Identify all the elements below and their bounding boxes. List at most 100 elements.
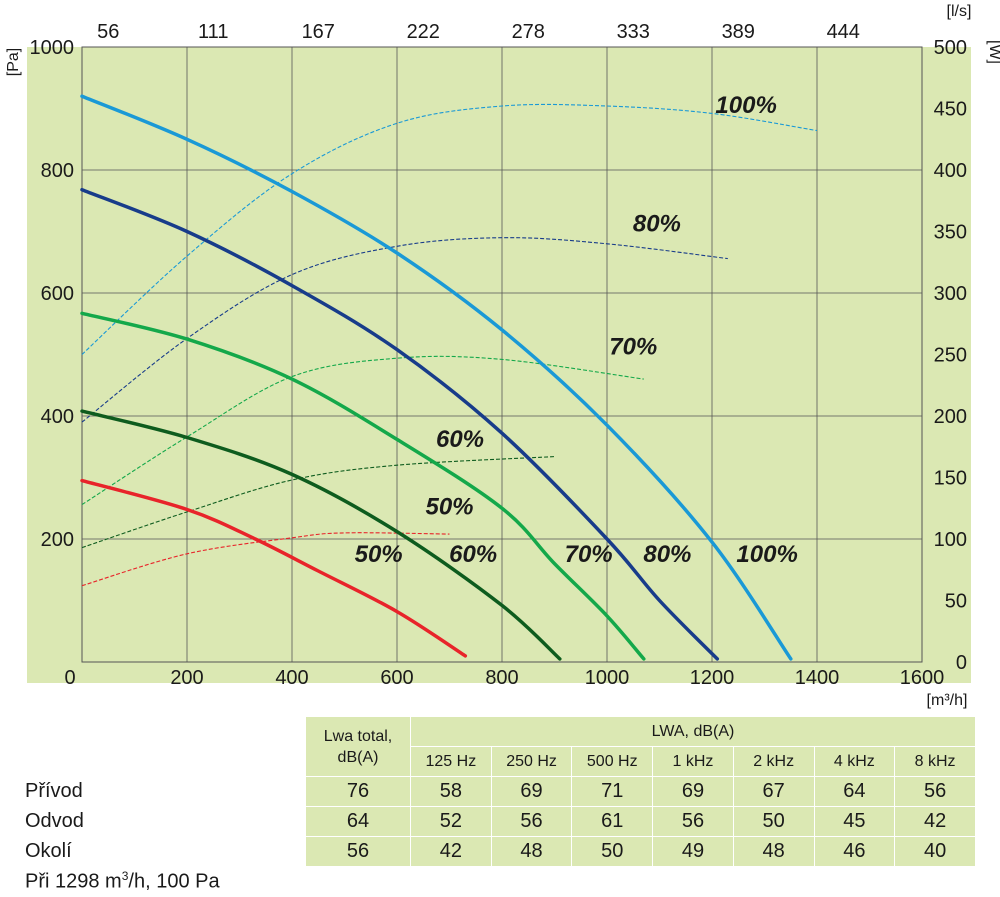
x2-tick-label: 278 — [512, 21, 545, 43]
row-value: 67 — [732, 776, 815, 807]
band-header: 4 kHz — [813, 746, 896, 777]
row-value: 61 — [571, 806, 654, 837]
y-axis-label: [Pa] — [5, 48, 22, 76]
x2-tick-label: 389 — [722, 21, 755, 43]
table-note-row: Při 1298 m3/h, 100 Pa — [22, 866, 976, 897]
curve-label: 80% — [633, 211, 681, 238]
curve-label: 60% — [436, 426, 484, 453]
y2-tick-label: 0 — [956, 652, 967, 674]
row-label: Přívod — [22, 776, 306, 807]
row-value: 50 — [732, 806, 815, 837]
pressure-curve-80pct — [80, 187, 720, 661]
pressure-curve-100pct — [80, 94, 793, 661]
curve-label: 60% — [449, 541, 497, 568]
x2-tick-label: 167 — [302, 21, 335, 43]
y-tick-label: 600 — [41, 283, 74, 305]
table-row: Přívod 76 58 69 71 69 67 64 56 — [22, 776, 976, 807]
band-header: 8 kHz — [894, 746, 976, 777]
x-tick-label: 1000 — [585, 667, 630, 689]
x-axis-label: [m³/h] — [927, 692, 968, 709]
x2-axis-label: [l/s] — [947, 3, 972, 20]
row-label: Okolí — [22, 836, 306, 867]
x-tick-label: 1600 — [900, 667, 945, 689]
row-value: 52 — [410, 806, 492, 837]
row-value: 56 — [490, 806, 573, 837]
curve-label: 70% — [609, 334, 657, 361]
operating-point-note: Při 1298 m3/h, 100 Pa — [22, 866, 976, 897]
y2-tick-label: 250 — [934, 345, 967, 367]
row-value: 49 — [652, 836, 734, 867]
lwa-total-label: Lwa total, — [323, 727, 393, 745]
band-header: 250 Hz — [490, 746, 573, 777]
power-curve-60pct — [81, 456, 555, 549]
row-total: 56 — [305, 836, 411, 867]
band-header: 125 Hz — [410, 746, 492, 777]
curve-label: 100% — [715, 92, 776, 119]
row-total: 76 — [305, 776, 411, 807]
row-value: 56 — [894, 776, 976, 807]
row-value: 40 — [894, 836, 976, 867]
row-value: 42 — [410, 836, 492, 867]
band-header: 2 kHz — [732, 746, 815, 777]
row-value: 50 — [571, 836, 654, 867]
row-value: 48 — [732, 836, 815, 867]
y2-tick-label: 300 — [934, 283, 967, 305]
power-curve-50pct — [81, 532, 450, 587]
curve-label: 70% — [565, 541, 613, 568]
x-tick-label: 200 — [170, 667, 203, 689]
band-header: 500 Hz — [571, 746, 654, 777]
x2-tick-label: 333 — [617, 21, 650, 43]
note-sup: 3 — [121, 869, 129, 884]
y2-tick-label: 200 — [934, 406, 967, 428]
y2-axis-label: [W] — [986, 40, 1000, 64]
band-header: 1 kHz — [652, 746, 734, 777]
y2-tick-label: 100 — [934, 529, 967, 551]
x-tick-label: 1400 — [795, 667, 840, 689]
y-tick-label: 1000 — [30, 37, 75, 59]
row-value: 69 — [490, 776, 573, 807]
x2-tick-label: 222 — [407, 21, 440, 43]
note-prefix: Při 1298 m — [25, 870, 122, 893]
row-label: Odvod — [22, 806, 306, 837]
curve-label: 50% — [425, 493, 473, 520]
y2-tick-label: 350 — [934, 222, 967, 244]
plot-background — [27, 47, 971, 683]
lwa-total-unit: dB(A) — [337, 748, 379, 766]
x2-tick-label: 111 — [198, 21, 228, 43]
table-row: Odvod 64 52 56 61 56 50 45 42 — [22, 806, 976, 837]
x-tick-label: 800 — [485, 667, 518, 689]
pressure-curve-50pct — [80, 478, 468, 658]
header-lwa-total: Lwa total, dB(A) — [305, 716, 411, 777]
x2-tick-label: 444 — [827, 21, 860, 43]
sound-power-table: Lwa total, dB(A) LWA, dB(A) 125 Hz 250 Hz… — [22, 716, 976, 897]
x-tick-label: 0 — [64, 667, 75, 689]
row-value: 58 — [410, 776, 492, 807]
curve-label: 50% — [355, 541, 403, 568]
y2-tick-label: 150 — [934, 468, 967, 490]
y2-tick-label: 450 — [934, 99, 967, 121]
y2-tick-label: 400 — [934, 160, 967, 182]
row-value: 56 — [652, 806, 734, 837]
x-tick-label: 1200 — [690, 667, 735, 689]
power-curve-70pct — [81, 355, 644, 506]
row-value: 48 — [490, 836, 573, 867]
table-header-row: Lwa total, dB(A) LWA, dB(A) — [22, 716, 976, 777]
row-value: 45 — [813, 806, 896, 837]
power-curve-100pct — [81, 103, 818, 355]
row-value: 69 — [652, 776, 734, 807]
table-band-row: 125 Hz 250 Hz 500 Hz 1 kHz 2 kHz 4 kHz 8… — [23, 746, 976, 777]
header-empty-cell — [22, 716, 306, 777]
note-suffix: /h, 100 Pa — [128, 870, 220, 893]
x-tick-label: 400 — [275, 667, 308, 689]
x2-tick-label: 56 — [97, 21, 119, 43]
header-lwa-band: LWA, dB(A) — [410, 716, 976, 747]
y-tick-label: 200 — [41, 529, 74, 551]
pressure-curve-60pct — [80, 409, 562, 661]
table-row: Okolí 56 42 48 50 49 48 46 40 — [22, 836, 976, 867]
row-value: 42 — [894, 806, 976, 837]
y-tick-label: 800 — [41, 160, 74, 182]
row-value: 46 — [813, 836, 896, 867]
y-tick-label: 400 — [41, 406, 74, 428]
x-tick-label: 600 — [380, 667, 413, 689]
